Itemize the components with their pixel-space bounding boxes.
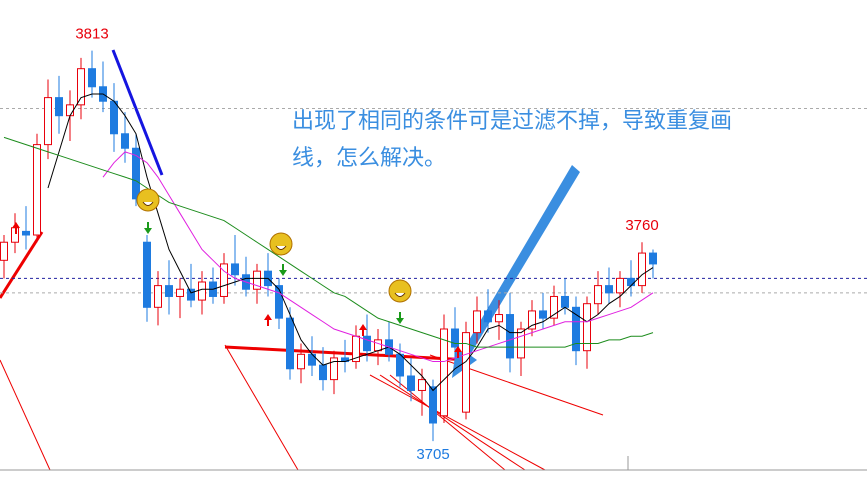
- candle-body: [649, 252, 657, 265]
- price-label: 3813: [75, 26, 108, 43]
- candle-body: [319, 364, 327, 381]
- candle-body: [77, 68, 85, 106]
- candle-body: [374, 339, 382, 352]
- trend-line: [369, 374, 546, 471]
- candle-body: [506, 314, 514, 359]
- candle-body: [462, 332, 470, 413]
- candle-body: [528, 310, 536, 330]
- trend-line: [379, 374, 526, 471]
- signal-arrow: [359, 324, 367, 336]
- emoji-face: [394, 292, 406, 297]
- emoji: [136, 188, 160, 212]
- trend-line: [224, 345, 471, 362]
- candle-body: [275, 285, 283, 319]
- candle-body: [495, 314, 503, 323]
- price-label: 3760: [625, 217, 658, 234]
- candle-body: [594, 285, 602, 305]
- candle-body: [55, 97, 63, 117]
- candle-body: [154, 285, 162, 308]
- candle-body: [0, 241, 8, 261]
- candle-body: [33, 144, 41, 236]
- signal-arrow: [454, 346, 462, 358]
- candle-body: [550, 295, 558, 319]
- candle-body: [198, 281, 206, 301]
- candle-body: [638, 252, 646, 287]
- emoji: [269, 232, 293, 256]
- candle-body: [110, 100, 118, 135]
- candle-body: [88, 68, 96, 88]
- candle-body: [165, 285, 173, 297]
- emoji: [388, 279, 412, 303]
- emoji-face: [142, 201, 154, 206]
- candle-body: [253, 270, 261, 290]
- moving-average: [47, 93, 654, 392]
- candle-body: [143, 241, 151, 308]
- annotation: 线，怎么解决。: [292, 146, 446, 171]
- candle-body: [473, 310, 481, 334]
- candle-body: [583, 303, 591, 352]
- candle-body: [330, 357, 338, 381]
- candle-body: [308, 353, 316, 366]
- signal-arrow: [144, 222, 152, 234]
- candle-body: [231, 263, 239, 276]
- candle-body: [418, 379, 426, 391]
- candle-body: [616, 277, 624, 294]
- candle-body: [517, 328, 525, 359]
- candle-body: [539, 310, 547, 319]
- candle-body: [297, 353, 305, 370]
- signal-arrow: [264, 314, 272, 326]
- candle-body: [66, 104, 74, 117]
- arrow: [452, 165, 580, 378]
- candle-body: [440, 328, 448, 417]
- candle-body: [22, 230, 30, 236]
- candle-body: [220, 263, 228, 297]
- candle-body: [132, 147, 140, 200]
- candle-body: [451, 328, 459, 348]
- drawings: [0, 49, 867, 471]
- moving-average: [3, 136, 654, 348]
- candle-body: [605, 285, 613, 294]
- moving-average: [102, 151, 654, 363]
- candle-body: [396, 353, 404, 377]
- candle-body: [176, 288, 184, 297]
- candle-body: [484, 310, 492, 323]
- trend-line: [0, 359, 51, 471]
- candle-body: [286, 317, 294, 370]
- candle-body: [407, 375, 415, 391]
- trend-line: [224, 344, 299, 471]
- candle-body: [429, 386, 437, 424]
- candle-body: [572, 306, 580, 352]
- candle-body: [627, 277, 635, 287]
- candle-body: [363, 335, 371, 352]
- candle-body: [44, 97, 52, 146]
- candle-body: [187, 288, 195, 301]
- signal-arrow: [396, 312, 404, 324]
- signal-arrow: [279, 264, 287, 276]
- trend-line: [0, 231, 44, 299]
- candle-body: [561, 295, 569, 308]
- trend-line: [111, 49, 164, 176]
- annotation: 出现了相同的条件可是过滤不掉，导致重复画: [292, 109, 732, 134]
- candle-body: [121, 133, 129, 149]
- emoji-face: [275, 245, 287, 250]
- price-label: 3705: [416, 446, 449, 463]
- signal-arrow: [12, 222, 20, 234]
